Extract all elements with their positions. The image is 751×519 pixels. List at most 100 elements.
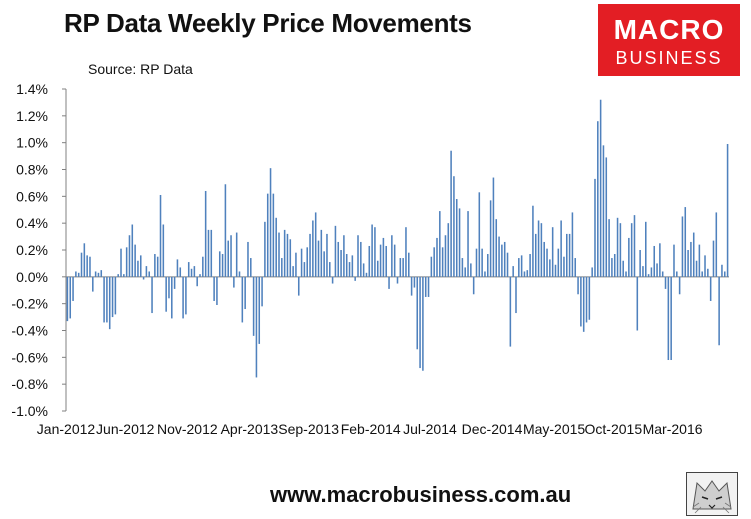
bar <box>266 193 269 277</box>
bar <box>560 220 562 277</box>
bar <box>233 276 235 288</box>
bar <box>348 262 351 277</box>
y-axis: 1.4% 1.2% 1.0% 0.8% 0.6% 0.4% 0.2% 0.0% -0.2% -0.… <box>11 81 67 419</box>
bar <box>566 233 568 277</box>
bar <box>393 244 396 277</box>
bar <box>529 254 531 277</box>
bar <box>464 267 466 277</box>
bar <box>707 268 709 277</box>
bar <box>106 276 108 323</box>
y-tick-label: 1.4% <box>16 81 48 97</box>
bar <box>272 193 275 277</box>
bar <box>362 263 365 277</box>
chart-source: Source: RP Data <box>88 61 193 77</box>
bar <box>148 271 150 277</box>
bar <box>585 276 588 323</box>
bar <box>633 215 636 277</box>
bar <box>676 271 678 277</box>
bar <box>543 241 545 277</box>
bar <box>182 276 184 319</box>
bar <box>173 276 176 289</box>
bar <box>283 229 286 277</box>
bar <box>416 276 419 350</box>
bar <box>512 266 514 277</box>
bar <box>709 276 712 301</box>
bar <box>329 262 331 277</box>
bar <box>187 262 190 277</box>
bar <box>159 194 162 277</box>
bar <box>69 276 72 319</box>
x-tick-label: Dec-2014 <box>462 421 523 437</box>
bar <box>422 276 424 371</box>
bar <box>405 227 407 277</box>
y-tick-label: 0.6% <box>16 188 48 204</box>
bar <box>664 276 667 289</box>
x-tick-label: Sep-2013 <box>278 421 339 437</box>
bar <box>684 207 687 277</box>
bar <box>410 276 413 296</box>
bar <box>261 276 263 307</box>
bar <box>179 267 182 277</box>
bar <box>374 227 376 277</box>
y-tick-label: -0.4% <box>11 323 48 339</box>
bar <box>139 255 142 277</box>
bar <box>396 276 399 284</box>
bar <box>670 276 672 361</box>
bar <box>323 251 325 277</box>
bar <box>168 276 170 299</box>
bar <box>602 145 605 277</box>
bar <box>430 256 433 277</box>
bar <box>487 254 489 277</box>
bar <box>577 276 579 295</box>
bar <box>238 271 241 277</box>
bar <box>334 225 337 277</box>
bar <box>427 276 430 297</box>
bar <box>89 256 91 277</box>
bar <box>241 276 244 323</box>
bar <box>213 276 215 301</box>
bar <box>557 248 560 277</box>
x-tick-label: Mar-2016 <box>643 421 703 437</box>
bar <box>368 245 371 277</box>
bar <box>642 266 644 277</box>
bar <box>193 266 196 277</box>
bar <box>518 258 520 277</box>
y-tick-label: 0.8% <box>16 162 48 178</box>
bar <box>297 276 300 296</box>
bar <box>162 224 165 277</box>
bar <box>441 247 444 277</box>
bar <box>501 244 503 277</box>
bar <box>616 217 619 277</box>
bar <box>597 121 599 277</box>
bar <box>712 240 715 277</box>
bar <box>526 270 529 277</box>
bar <box>537 220 540 277</box>
bar <box>723 271 726 277</box>
bar <box>255 276 258 378</box>
bar <box>636 276 639 331</box>
bar <box>645 221 647 277</box>
bar <box>484 271 486 277</box>
bar <box>72 276 74 301</box>
bar <box>481 248 483 277</box>
bar <box>258 276 261 344</box>
bar <box>591 267 593 277</box>
y-tick-label: 1.0% <box>16 135 48 151</box>
bar <box>165 276 167 312</box>
bar-chart: 1.4% 1.2% 1.0% 0.8% 0.6% 0.4% 0.2% 0.0% -0.2% -0.… <box>11 81 729 437</box>
bar <box>695 260 698 277</box>
bar <box>619 223 622 277</box>
y-tick-label: 0.0% <box>16 269 48 285</box>
bar <box>331 276 334 284</box>
bar <box>523 271 526 277</box>
bar <box>419 276 421 369</box>
bar <box>408 252 410 277</box>
bar <box>650 267 653 277</box>
bar <box>300 248 303 277</box>
x-tick-label: Feb-2014 <box>341 421 401 437</box>
bar <box>320 229 323 277</box>
bar <box>312 220 314 277</box>
bar <box>506 252 509 277</box>
bar <box>190 268 193 277</box>
bar <box>314 212 317 277</box>
